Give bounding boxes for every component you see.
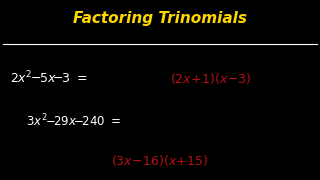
Text: Factoring Trinomials: Factoring Trinomials [73, 11, 247, 26]
Text: $(3x\!-\!16)(x\!+\!15)$: $(3x\!-\!16)(x\!+\!15)$ [111, 153, 209, 168]
Text: $(2x\!+\!1)(x\!-\!3)$: $(2x\!+\!1)(x\!-\!3)$ [170, 71, 251, 86]
Text: $3x^2\!\!-\!\!29x\!\!-\!\!240\ =$: $3x^2\!\!-\!\!29x\!\!-\!\!240\ =$ [26, 112, 121, 129]
Text: $2x^2\!\!-\!\!5x\!\!-\!\!3\ =$: $2x^2\!\!-\!\!5x\!\!-\!\!3\ =$ [10, 70, 87, 87]
